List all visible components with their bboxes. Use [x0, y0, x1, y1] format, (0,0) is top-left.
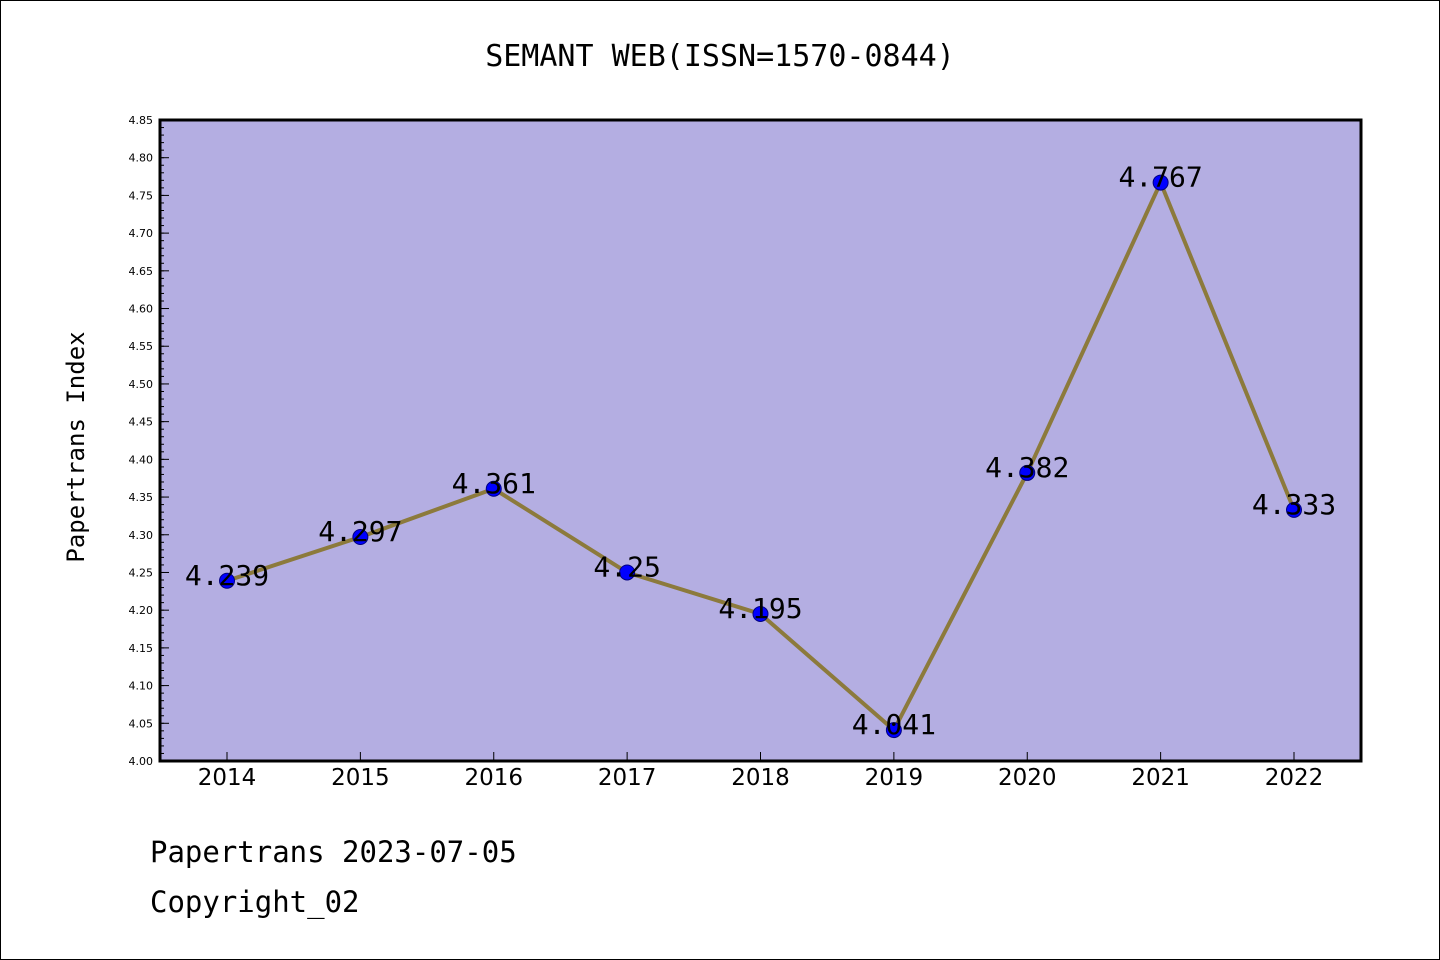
data-point: [1286, 501, 1302, 518]
y-tick-label: 4.85: [129, 114, 154, 127]
x-tick-label: 2014: [198, 765, 257, 791]
y-tick-label: 4.25: [129, 566, 154, 579]
x-tick-label: 2017: [598, 765, 657, 791]
y-axis-label: Papertrans Index: [62, 331, 90, 562]
y-tick-label: 4.00: [129, 755, 154, 768]
y-tick-label: 4.15: [129, 642, 154, 655]
y-tick-label: 4.05: [129, 717, 154, 730]
y-tick-label: 4.40: [129, 453, 154, 466]
y-axis: 4.00 4.05 4.10 4.15 4.20 4.25 4.30 4.35 4.40 4.45…: [129, 114, 169, 768]
y-tick-label: 4.35: [129, 491, 154, 504]
y-tick-label: 4.55: [129, 340, 154, 353]
y-tick-label: 4.30: [129, 529, 154, 542]
x-tick-label: 2021: [1131, 765, 1190, 791]
data-point: [885, 722, 902, 739]
y-tick-label: 4.45: [129, 416, 154, 429]
x-tick-label: 2020: [998, 765, 1057, 791]
footer-copyright: Copyright_02: [150, 885, 360, 919]
x-tick-label: 2015: [331, 765, 390, 791]
x-tick-label: 2019: [865, 765, 924, 791]
x-tick-label: 2022: [1265, 765, 1324, 791]
data-point: [485, 480, 502, 497]
data-label: 4.239: [185, 559, 269, 592]
y-tick-label: 4.20: [129, 604, 154, 617]
data-label: 4.333: [1252, 488, 1336, 521]
data-point: [219, 572, 235, 589]
x-tick-label: 2018: [731, 765, 790, 791]
x-axis: 2014 2015 2016 2017 2018 2019 2020 2021 2022: [198, 752, 1324, 791]
data-label: 4.382: [985, 451, 1069, 484]
data-markers: [219, 174, 1302, 739]
y-tick-label: 4.10: [129, 680, 154, 693]
data-label: 4.767: [1118, 161, 1202, 194]
data-labels: 4.239 4.297 4.361 4.25 4.195 4.041 4.382 4.767 4…: [185, 161, 1336, 741]
data-label: 4.195: [718, 592, 802, 625]
y-tick-label: 4.80: [129, 152, 154, 165]
data-label: 4.361: [452, 467, 536, 500]
y-tick-label: 4.75: [129, 189, 154, 202]
data-label: 4.041: [852, 708, 936, 741]
y-tick-label: 4.50: [129, 378, 154, 391]
data-point: [1019, 464, 1036, 481]
chart-title: SEMANT WEB(ISSN=1570-0844): [485, 39, 955, 74]
y-tick-label: 4.70: [129, 227, 154, 240]
x-tick-label: 2016: [464, 765, 523, 791]
plot-border: [158, 118, 1363, 763]
data-point: [1152, 174, 1169, 191]
plot-area: [160, 120, 1361, 761]
y-tick-label: 4.60: [129, 303, 154, 316]
y-tick-label: 4.65: [129, 265, 154, 278]
data-point: [752, 605, 769, 622]
data-point: [352, 529, 369, 546]
footer-date: Papertrans 2023-07-05: [150, 835, 517, 869]
data-point: [619, 564, 636, 581]
data-label: 4.25: [593, 550, 660, 583]
data-label: 4.297: [318, 515, 402, 548]
